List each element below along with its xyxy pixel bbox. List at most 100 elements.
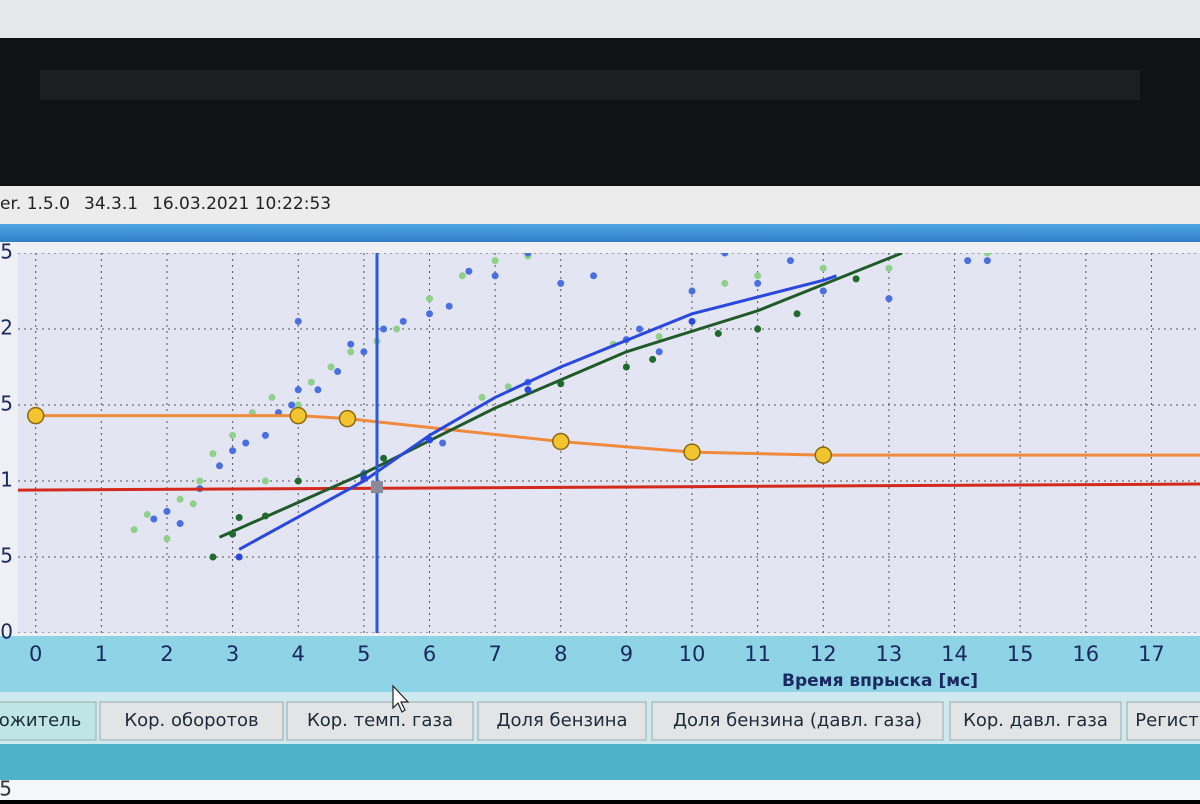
y-tick-label: 0	[0, 620, 13, 644]
build: 34.3.1	[84, 194, 138, 214]
series-line	[18, 482, 1200, 492]
data-point	[688, 287, 696, 295]
data-point	[524, 253, 532, 257]
data-point	[524, 386, 532, 394]
x-tick-label: 9	[620, 642, 633, 666]
plot-area	[18, 253, 1200, 633]
data-point	[327, 363, 335, 371]
data-point	[130, 526, 138, 534]
x-tick-label: 7	[488, 642, 501, 666]
data-point	[229, 447, 237, 455]
series-line	[218, 253, 903, 539]
datetime: 16.03.2021 10:22:53	[152, 194, 331, 214]
data-point	[439, 439, 447, 447]
tab[interactable]	[286, 701, 474, 741]
tab-label[interactable]: Кор. темп. газа	[307, 710, 453, 731]
data-point	[399, 317, 407, 325]
tab[interactable]	[99, 701, 284, 741]
tab-label[interactable]: Доля бензина (давл. газа)	[673, 710, 922, 731]
data-point	[636, 325, 644, 333]
data-point	[885, 264, 893, 272]
data-point	[163, 535, 171, 543]
series-line	[238, 274, 837, 551]
tab[interactable]	[477, 701, 647, 741]
mouse-pointer	[392, 684, 410, 713]
data-point	[176, 520, 184, 528]
data-point	[288, 401, 296, 409]
data-point	[196, 477, 204, 485]
data-point	[176, 495, 184, 503]
data-point	[143, 510, 151, 518]
x-tick-label: 6	[423, 642, 436, 666]
data-point	[714, 330, 722, 338]
x-tick-label: 4	[292, 642, 305, 666]
data-point	[819, 287, 827, 295]
data-point	[209, 553, 217, 561]
x-tick-label: 1	[95, 642, 108, 666]
data-point	[242, 439, 250, 447]
y-tick-label: 1	[0, 468, 13, 492]
x-tick-label: 8	[554, 642, 567, 666]
data-point	[261, 477, 269, 485]
background-wall	[0, 0, 1200, 38]
data-point	[307, 378, 315, 386]
data-point	[819, 264, 827, 272]
data-point	[964, 257, 972, 265]
bezel-glare	[40, 70, 1140, 100]
data-point	[721, 253, 729, 257]
x-axis-label: Время впрыска [мс]	[782, 671, 978, 691]
data-point	[261, 512, 269, 520]
x-tick-label: 2	[160, 642, 173, 666]
data-point	[229, 530, 237, 538]
tab[interactable]	[651, 701, 944, 741]
data-point	[983, 253, 991, 257]
x-tick-label: 10	[679, 642, 706, 666]
tab[interactable]	[0, 701, 97, 741]
tab-label[interactable]: ожитель	[0, 710, 81, 731]
data-point	[786, 257, 794, 265]
lower-band	[0, 744, 1200, 780]
version: er. 1.5.0	[0, 194, 70, 214]
title-bar	[0, 186, 1200, 224]
x-tick-label: 15	[1007, 642, 1034, 666]
data-point	[380, 325, 388, 333]
tab-label[interactable]: Кор. оборотов	[124, 710, 258, 731]
tab[interactable]	[1126, 701, 1200, 741]
y-tick-label: 2.5	[0, 240, 13, 264]
data-point	[590, 272, 598, 280]
tab[interactable]	[949, 701, 1122, 741]
data-point	[189, 500, 197, 508]
data-point	[557, 279, 565, 287]
data-point	[294, 401, 302, 409]
data-point	[754, 325, 762, 333]
data-point	[478, 393, 486, 401]
data-point	[458, 272, 466, 280]
data-point	[754, 272, 762, 280]
data-point	[360, 348, 368, 356]
data-point	[314, 386, 322, 394]
data-point	[552, 432, 570, 451]
lower-chart	[0, 780, 1200, 800]
data-point	[347, 348, 355, 356]
data-point	[268, 393, 276, 401]
x-tick-label: 12	[810, 642, 837, 666]
y-tick-label: 0.5	[0, 544, 13, 568]
tab-label[interactable]: Кор. давл. газа	[963, 710, 1108, 731]
data-point	[163, 507, 171, 515]
data-point	[426, 295, 434, 303]
data-point	[235, 513, 243, 521]
data-point	[721, 279, 729, 287]
data-point	[380, 454, 388, 462]
data-point	[504, 383, 512, 391]
tab-label[interactable]: Регист	[1135, 710, 1198, 731]
data-point	[683, 443, 701, 461]
data-point	[655, 333, 663, 341]
axis-strip	[0, 636, 1200, 692]
data-point	[885, 295, 893, 303]
cursor-marker	[370, 481, 383, 494]
data-point	[426, 436, 434, 444]
data-point	[557, 380, 565, 388]
tab-label[interactable]: Доля бензина	[496, 710, 627, 731]
blue-band	[0, 224, 1200, 242]
